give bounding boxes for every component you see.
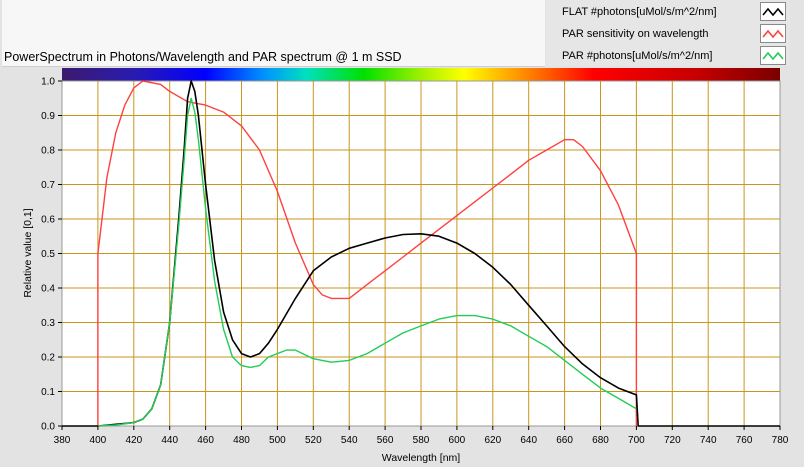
x-tick-label: 540 [341, 435, 358, 446]
y-axis-label: Relative value [0,1] [22, 208, 34, 297]
x-axis-label: Wavelength [nm] [382, 452, 460, 464]
series-line-par-sensitivity-on-wavelength [97, 80, 638, 426]
y-tick-label: 0.5 [41, 249, 55, 260]
legend-swatch [760, 2, 786, 21]
x-tick-label: 440 [161, 435, 178, 446]
x-tick-label: 400 [90, 435, 107, 446]
y-tick-label: 1.0 [41, 77, 55, 88]
x-tick-label: 600 [449, 435, 466, 446]
x-tick-label: 620 [484, 435, 501, 446]
y-tick-label: 0.6 [41, 215, 55, 226]
y-tick-label: 0.3 [41, 318, 55, 329]
y-tick-label: 0.4 [41, 284, 55, 295]
x-axis: 380 400 420 440 460 480 500 520 540 560 580 600 620 6… [54, 426, 789, 446]
y-axis: 0.0 0.1 0.2 0.3 0.4 0.5 0.6 0.7 0.8 0.9 1.0 [41, 77, 62, 433]
y-tick-label: 0.0 [41, 422, 55, 433]
x-tick-label: 380 [54, 435, 71, 446]
x-tick-label: 640 [520, 435, 537, 446]
x-tick-label: 740 [700, 435, 717, 446]
x-tick-label: 460 [197, 435, 214, 446]
chart-title-panel: PowerSpectrum in Photons/Wavelength and … [2, 0, 545, 67]
y-tick-label: 0.7 [41, 180, 55, 191]
legend-label: FLAT #photons[uMol/s/m^2/nm] [562, 6, 717, 18]
chart-title: PowerSpectrum in Photons/Wavelength and … [4, 50, 402, 64]
legend-swatch [760, 24, 786, 43]
x-tick-label: 420 [125, 435, 142, 446]
series-layer [62, 80, 780, 427]
y-tick-label: 0.8 [41, 146, 55, 157]
legend-swatch [760, 46, 786, 65]
series-line-par-photons-umol-s-m-2-nm [97, 97, 637, 427]
legend-label: PAR sensitivity on wavelength [562, 28, 709, 40]
legend-label: PAR #photons[uMol/s/m^2/nm] [562, 50, 713, 62]
x-tick-label: 680 [592, 435, 609, 446]
grid [62, 81, 780, 426]
y-tick-label: 0.1 [41, 387, 55, 398]
y-tick-label: 0.2 [41, 353, 55, 364]
x-tick-label: 500 [269, 435, 286, 446]
legend: FLAT #photons[uMol/s/m^2/nm] PAR sensiti… [546, 0, 790, 66]
legend-item-flat-photons[interactable]: FLAT #photons[uMol/s/m^2/nm] [546, 1, 790, 22]
x-tick-label: 780 [772, 435, 789, 446]
x-tick-label: 560 [377, 435, 394, 446]
x-tick-label: 720 [664, 435, 681, 446]
spectrum-color-bar [62, 68, 780, 81]
x-tick-label: 700 [628, 435, 645, 446]
legend-item-par-photons[interactable]: PAR #photons[uMol/s/m^2/nm] [546, 45, 790, 66]
x-tick-label: 760 [736, 435, 753, 446]
x-tick-label: 580 [413, 435, 430, 446]
x-tick-label: 660 [556, 435, 573, 446]
legend-item-par-sensitivity[interactable]: PAR sensitivity on wavelength [546, 23, 790, 44]
x-tick-label: 480 [233, 435, 250, 446]
y-tick-label: 0.9 [41, 111, 55, 122]
x-tick-label: 520 [305, 435, 322, 446]
